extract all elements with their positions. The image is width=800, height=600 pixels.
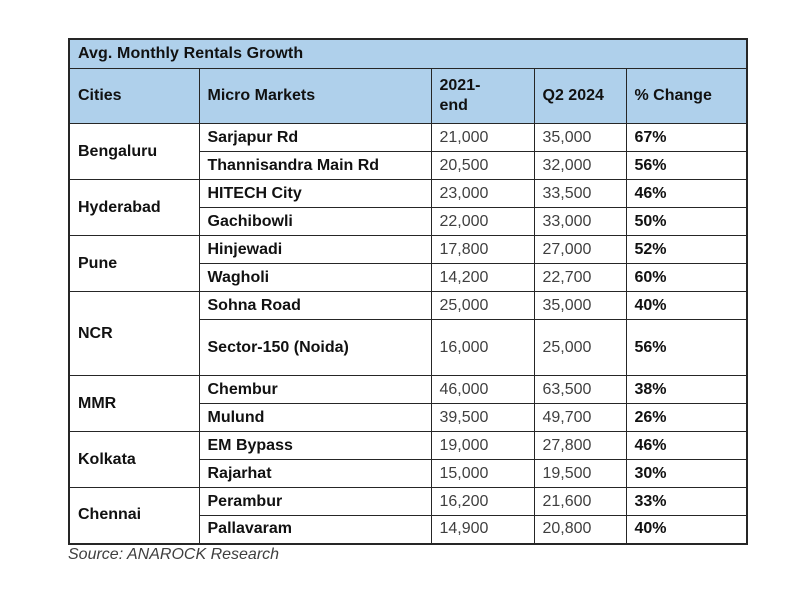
value-q2-2024: 33,000 — [533, 207, 627, 236]
value-pct-change: 67% — [625, 123, 748, 152]
value-q2-2024: 22,700 — [533, 263, 627, 292]
market-cell: Sohna Road — [198, 291, 432, 320]
market-cell: Chembur — [198, 375, 432, 404]
value-2021-end: 22,000 — [430, 207, 535, 236]
value-pct-change: 40% — [625, 291, 748, 320]
col-header-pct-change: % Change — [625, 68, 748, 124]
market-cell: EM Bypass — [198, 431, 432, 460]
value-pct-change: 33% — [625, 487, 748, 516]
table-row: Thannisandra Main Rd 20,500 32,000 56% — [69, 151, 748, 180]
market-cell: HITECH City — [198, 179, 432, 208]
value-q2-2024: 20,800 — [533, 515, 627, 544]
table-row: Pallavaram 14,900 20,800 40% — [69, 515, 748, 544]
rentals-growth-table: Avg. Monthly Rentals Growth Cities Micro… — [68, 38, 749, 545]
table-title: Avg. Monthly Rentals Growth — [68, 38, 748, 69]
table-row: Sector-150 (Noida) 16,000 25,000 56% — [69, 319, 748, 376]
value-q2-2024: 49,700 — [533, 403, 627, 432]
value-pct-change: 56% — [625, 151, 748, 180]
table-title-row: Avg. Monthly Rentals Growth — [68, 38, 748, 69]
table-row: Hyderabad HITECH City 23,000 33,500 46% — [68, 179, 748, 236]
city-cell-kolkata: Kolkata — [68, 431, 200, 488]
city-cell-mmr: MMR — [68, 375, 200, 432]
value-pct-change: 38% — [625, 375, 748, 404]
market-cell: Pallavaram — [198, 515, 432, 544]
market-cell: Sarjapur Rd — [198, 123, 432, 152]
value-pct-change: 40% — [625, 515, 748, 544]
table-row: Rajarhat 15,000 19,500 30% — [69, 459, 748, 488]
city-cell-pune: Pune — [68, 235, 200, 292]
value-pct-change: 30% — [625, 459, 748, 488]
value-q2-2024: 21,600 — [533, 487, 627, 516]
value-q2-2024: 27,000 — [533, 235, 627, 264]
table-row: Wagholi 14,200 22,700 60% — [69, 263, 748, 292]
table-row: Chennai Perambur 16,200 21,600 33% — [68, 487, 748, 544]
col-header-q2-2024: Q2 2024 — [533, 68, 627, 124]
table-row: Mulund 39,500 49,700 26% — [69, 403, 748, 432]
value-2021-end: 15,000 — [430, 459, 535, 488]
value-q2-2024: 25,000 — [533, 319, 627, 376]
value-2021-end: 46,000 — [430, 375, 535, 404]
value-2021-end: 16,200 — [430, 487, 535, 516]
value-2021-end: 14,900 — [430, 515, 535, 544]
value-pct-change: 60% — [625, 263, 748, 292]
source-note: Source: ANAROCK Research — [68, 546, 280, 563]
value-q2-2024: 27,800 — [533, 431, 627, 460]
col-header-micro-markets: Micro Markets — [198, 68, 432, 124]
value-q2-2024: 19,500 — [533, 459, 627, 488]
value-pct-change: 56% — [625, 319, 748, 376]
market-cell: Sector-150 (Noida) — [198, 319, 432, 376]
value-2021-end: 14,200 — [430, 263, 535, 292]
market-cell: Wagholi — [198, 263, 432, 292]
table-row: Pune Hinjewadi 17,800 27,000 52% — [68, 235, 748, 292]
city-cell-bengaluru: Bengaluru — [68, 123, 200, 180]
city-cell-ncr: NCR — [68, 291, 200, 376]
col-header-cities: Cities — [68, 68, 200, 124]
market-cell: Gachibowli — [198, 207, 432, 236]
value-2021-end: 16,000 — [430, 319, 535, 376]
value-pct-change: 26% — [625, 403, 748, 432]
value-pct-change: 52% — [625, 235, 748, 264]
value-2021-end: 17,800 — [430, 235, 535, 264]
table-row: Kolkata EM Bypass 19,000 27,800 46% — [68, 431, 748, 488]
value-q2-2024: 63,500 — [533, 375, 627, 404]
table-row: NCR Sohna Road 25,000 35,000 40% — [68, 291, 748, 376]
table-row: MMR Chembur 46,000 63,500 38% — [68, 375, 748, 432]
table-row: Bengaluru Sarjapur Rd 21,000 35,000 67% — [68, 123, 748, 180]
value-2021-end: 23,000 — [430, 179, 535, 208]
market-cell: Thannisandra Main Rd — [198, 151, 432, 180]
value-pct-change: 50% — [625, 207, 748, 236]
city-cell-hyderabad: Hyderabad — [68, 179, 200, 236]
table-header-row: Cities Micro Markets 2021- end Q2 2024 %… — [68, 68, 748, 124]
value-2021-end: 25,000 — [430, 291, 535, 320]
value-pct-change: 46% — [625, 431, 748, 460]
value-2021-end: 39,500 — [430, 403, 535, 432]
market-cell: Rajarhat — [198, 459, 432, 488]
value-2021-end: 21,000 — [430, 123, 535, 152]
table-row: Gachibowli 22,000 33,000 50% — [69, 207, 748, 236]
value-q2-2024: 35,000 — [533, 291, 627, 320]
value-q2-2024: 33,500 — [533, 179, 627, 208]
value-pct-change: 46% — [625, 179, 748, 208]
value-q2-2024: 32,000 — [533, 151, 627, 180]
value-2021-end: 20,500 — [430, 151, 535, 180]
city-cell-chennai: Chennai — [68, 487, 200, 544]
value-2021-end: 19,000 — [430, 431, 535, 460]
market-cell: Perambur — [198, 487, 432, 516]
value-q2-2024: 35,000 — [533, 123, 627, 152]
market-cell: Hinjewadi — [198, 235, 432, 264]
market-cell: Mulund — [198, 403, 432, 432]
col-header-2021-end: 2021- end — [430, 68, 535, 124]
